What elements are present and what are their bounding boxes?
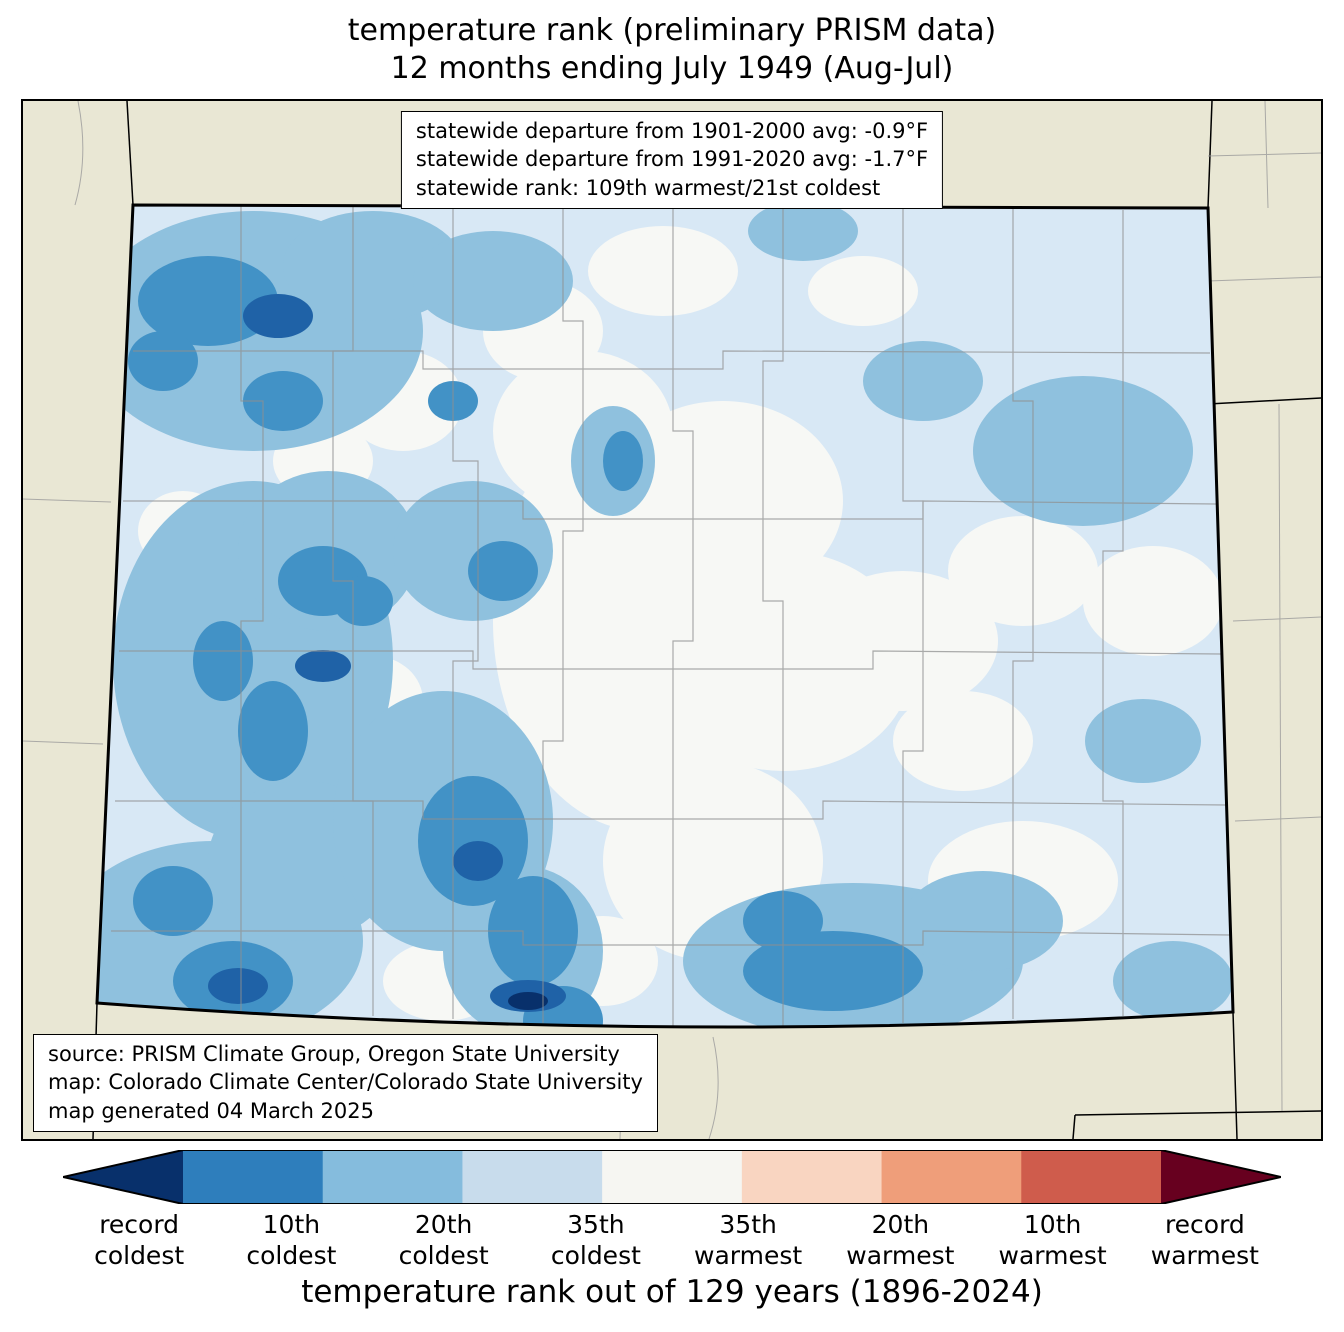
colorbar-label-10th-coldest: 10th coldest	[246, 1210, 337, 1270]
colorbar-segment-35th-coldest	[462, 1150, 604, 1204]
colorbar-label-record-coldest: record coldest	[94, 1210, 185, 1270]
colorbar-segment-10th-warmest	[1021, 1150, 1162, 1204]
title-line-1: temperature rank (preliminary PRISM data…	[347, 13, 997, 48]
colorbar-legend: record coldest 10th coldest 20th coldest…	[63, 1150, 1281, 1271]
colorbar-segment-35th-warmest	[741, 1150, 883, 1204]
colorbar	[63, 1150, 1281, 1204]
stats-line-3: statewide rank: 109th warmest/21st colde…	[415, 175, 881, 200]
title-line-2: 12 months ending July 1949 (Aug-Jul)	[390, 50, 954, 86]
colorbar-segment-20th-warmest	[881, 1150, 1023, 1204]
colorbar-label-20th-warmest: 20th warmest	[846, 1210, 955, 1270]
source-attribution-box: source: PRISM Climate Group, Oregon Stat…	[33, 1033, 658, 1132]
stats-line-2: statewide departure from 1991-2020 avg: …	[415, 147, 929, 172]
colorbar-segment-record-coldest-arrow	[63, 1150, 183, 1204]
colorbar-label-35th-coldest: 35th coldest	[550, 1210, 641, 1270]
colorbar-label-35th-warmest: 35th warmest	[694, 1210, 803, 1270]
colorbar-segment-middle	[602, 1150, 743, 1204]
source-line-2: map: Colorado Climate Center/Colorado St…	[48, 1070, 643, 1095]
source-line-3: map generated 04 March 2025	[48, 1098, 375, 1123]
colorbar-label-record-warmest: record warmest	[1150, 1210, 1259, 1270]
colorado-state-border	[95, 203, 1235, 1029]
stats-line-1: statewide departure from 1901-2000 avg: …	[415, 119, 929, 143]
colorbar-labels: record coldest 10th coldest 20th coldest…	[63, 1210, 1281, 1271]
figure-title: temperature rank (preliminary PRISM data…	[0, 12, 1344, 87]
statewide-stats-box: statewide departure from 1901-2000 avg: …	[400, 111, 944, 210]
colorbar-segment-record-warmest-arrow	[1161, 1150, 1281, 1204]
navy-patches	[208, 294, 566, 1012]
colorbar-label-10th-warmest: 10th warmest	[998, 1210, 1107, 1270]
colorbar-fills	[63, 1150, 1281, 1204]
record-coldest-spot	[508, 992, 548, 1010]
colorbar-label-20th-coldest: 20th coldest	[398, 1210, 489, 1270]
colorbar-segment-10th-coldest	[183, 1150, 324, 1204]
colorbar-segment-20th-coldest	[322, 1150, 464, 1204]
colorbar-caption: temperature rank out of 129 years (1896-…	[301, 1274, 1043, 1310]
colorado-map	[23, 101, 1321, 1139]
county-lines	[111, 205, 1231, 1026]
map-axes-frame: statewide departure from 1901-2000 avg: …	[21, 99, 1323, 1141]
source-line-1: source: PRISM Climate Group, Oregon Stat…	[48, 1041, 620, 1066]
temperature-rank-field	[97, 205, 1233, 1028]
